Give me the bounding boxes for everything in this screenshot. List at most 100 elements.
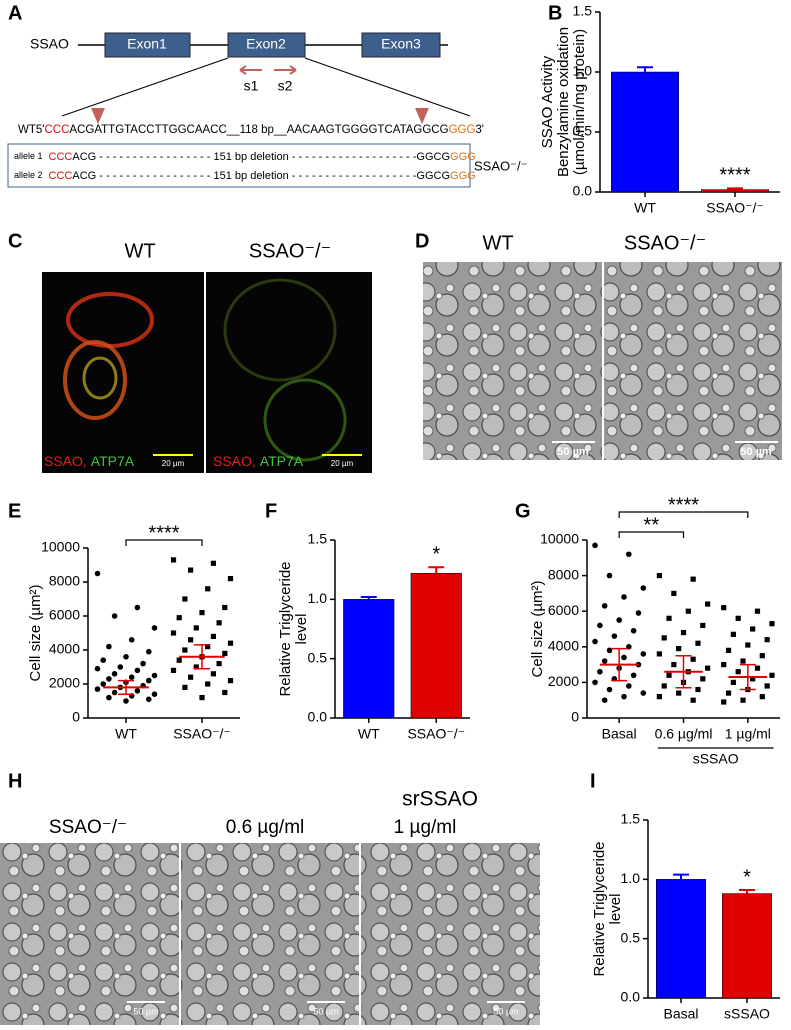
y-tick-label: 1.0 — [308, 590, 328, 606]
data-point — [205, 586, 211, 592]
data-point — [188, 674, 194, 680]
y-axis-label: SSAO Activity — [539, 55, 556, 148]
data-point — [730, 679, 736, 685]
data-point — [745, 642, 751, 648]
image-title: WT — [124, 240, 155, 262]
data-point — [661, 683, 667, 689]
data-point — [606, 686, 613, 693]
data-point — [193, 664, 199, 670]
data-point — [205, 681, 211, 687]
data-point — [705, 601, 711, 607]
y-tick-label: 0.0 — [308, 709, 328, 725]
stain: ATP7A — [260, 453, 304, 469]
data-point — [700, 622, 706, 629]
data-point — [597, 622, 603, 629]
data-point — [759, 653, 765, 659]
y-axis-label: Cell size (µm²) — [27, 585, 44, 682]
data-point — [740, 697, 746, 703]
seq-part: 3' — [475, 124, 484, 136]
data-point — [176, 657, 182, 663]
y-tick-label: 1.0 — [621, 870, 641, 886]
data-point — [695, 640, 701, 646]
data-point — [601, 658, 608, 664]
data-point — [626, 551, 632, 558]
data-point — [666, 672, 672, 678]
data-point — [210, 671, 216, 677]
bar — [343, 599, 395, 719]
significance-bracket — [125, 539, 203, 546]
y-tick-label: 0.5 — [308, 649, 328, 665]
x-tick-label: Basal — [602, 726, 637, 742]
data-point — [700, 676, 706, 682]
data-point — [754, 665, 761, 671]
error-bar — [360, 595, 377, 600]
y-tick-label: 0 — [72, 709, 80, 725]
data-point — [123, 698, 129, 704]
error-bar — [739, 889, 755, 894]
image-group-title: srSSAO — [402, 788, 478, 811]
gene-name: SSAO — [30, 36, 69, 52]
data-point — [690, 656, 696, 662]
y-tick-label: 8000 — [49, 573, 80, 589]
data-point — [111, 689, 118, 696]
panel-label: F — [265, 500, 277, 522]
data-point — [735, 669, 741, 675]
data-point — [597, 668, 603, 675]
allele-row: allele 2 CCCACG - - - - - - - - - - - - -… — [14, 170, 476, 182]
allele-label: allele 2 — [14, 170, 43, 180]
data-point — [170, 557, 177, 563]
data-point — [690, 697, 696, 703]
data-point — [630, 672, 637, 679]
x-tick-label: WT — [115, 726, 137, 742]
allele-row: allele 1 CCCACG - - - - - - - - - - - - -… — [14, 151, 476, 163]
data-point — [205, 644, 211, 650]
data-point — [671, 590, 677, 596]
error-bar — [611, 647, 628, 682]
data-point — [656, 694, 662, 700]
data-point — [146, 696, 152, 703]
exon-label: Exon2 — [246, 36, 286, 52]
data-point — [123, 654, 129, 660]
allele-label: allele 1 — [14, 151, 43, 161]
data-point — [695, 686, 701, 693]
exon-box — [361, 32, 441, 58]
y-tick-label: 2000 — [548, 673, 579, 689]
significance: **** — [148, 522, 179, 544]
data-point — [685, 608, 691, 614]
x-tick-label: sSSAO — [724, 1006, 770, 1022]
data-point — [111, 613, 118, 619]
data-point — [128, 637, 135, 643]
data-point — [140, 660, 146, 667]
stain-label: SSAO, ATP7A — [213, 453, 304, 469]
y-tick-label: 1.5 — [308, 531, 328, 547]
data-point — [176, 615, 182, 621]
y-tick-label: 0.0 — [573, 183, 593, 199]
error-bar — [118, 679, 134, 695]
fluorescence-image — [42, 272, 372, 473]
group-label: sSSAO — [693, 751, 739, 767]
data-point — [592, 542, 598, 549]
data-point — [182, 684, 188, 690]
x-tick-label: WT — [358, 726, 380, 742]
data-point — [621, 654, 627, 661]
image-title: WT — [482, 232, 513, 254]
data-point — [640, 690, 647, 696]
data-point — [759, 694, 765, 700]
data-point — [606, 572, 613, 579]
scale-label: 50 µm — [557, 446, 589, 458]
y-axis-label: level — [607, 894, 624, 925]
cell-outline — [263, 378, 347, 462]
panel-label: B — [548, 2, 562, 24]
panel-label: D — [415, 230, 429, 252]
data-point — [151, 691, 158, 697]
data-point — [666, 615, 672, 621]
image-title: 0.6 µg/ml — [226, 817, 305, 838]
data-point — [656, 651, 662, 657]
data-point — [750, 626, 756, 632]
data-point — [227, 678, 234, 684]
data-point — [769, 621, 775, 627]
y-axis-label: Cell size (µm²) — [529, 581, 546, 678]
data-point — [193, 625, 199, 631]
data-point — [106, 694, 112, 701]
y-tick-label: 2000 — [49, 675, 80, 691]
